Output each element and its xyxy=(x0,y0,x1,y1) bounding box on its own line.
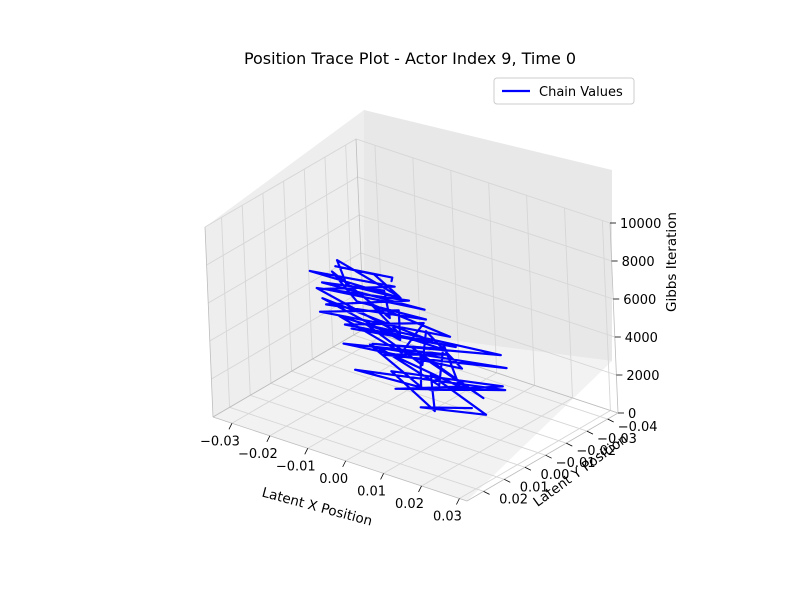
y-tick xyxy=(586,430,594,435)
x-tick-label: −0.02 xyxy=(238,447,278,462)
y-tick xyxy=(483,490,490,495)
chain-trace xyxy=(308,259,508,416)
y-tick-label: 0.02 xyxy=(499,492,528,507)
z-tick-label: 8000 xyxy=(622,255,655,270)
x-tick xyxy=(228,423,233,430)
x-tick-label: −0.01 xyxy=(276,459,316,474)
z-tick-label: 10000 xyxy=(620,217,661,232)
pane-edge xyxy=(212,328,365,418)
y-tick-label: 0.00 xyxy=(540,468,569,483)
axes-panes xyxy=(205,110,612,501)
z-axis-label: Gibbs Iteration xyxy=(664,212,680,312)
z-tick-label: 4000 xyxy=(625,331,658,346)
x-tick xyxy=(304,448,309,455)
legend-label: Chain Values xyxy=(539,85,623,100)
pane-edge xyxy=(204,226,214,418)
x-tick xyxy=(266,435,271,442)
y-tick-label: −0.02 xyxy=(576,444,616,459)
x-tick-label: 0.00 xyxy=(319,472,348,487)
y-tick xyxy=(545,454,552,459)
y-tick-label: −0.01 xyxy=(556,456,596,471)
z-tick-label: 2000 xyxy=(626,369,659,384)
y-tick-label: 0.01 xyxy=(520,480,549,495)
x-tick xyxy=(342,460,347,468)
back-pane xyxy=(364,110,612,361)
left-pane xyxy=(205,110,364,417)
x-tick xyxy=(456,498,460,505)
x-tick xyxy=(380,473,384,480)
floor-pane xyxy=(213,329,612,501)
y-tick-label: −0.03 xyxy=(597,432,637,447)
chart-title: Position Trace Plot - Actor Index 9, Tim… xyxy=(244,49,576,68)
x-tick-label: 0.03 xyxy=(433,509,462,524)
legend: Chain Values xyxy=(493,77,635,105)
y-tick xyxy=(504,478,511,483)
pane-edge xyxy=(466,412,619,502)
x-tick-label: 0.01 xyxy=(357,484,386,499)
y-tick xyxy=(607,418,614,423)
pane-edge xyxy=(363,328,619,414)
x-tick xyxy=(418,485,422,493)
y-tick xyxy=(524,466,532,471)
x-tick-label: −0.03 xyxy=(200,434,240,449)
pane-edge xyxy=(212,416,468,502)
chain-values-line xyxy=(308,259,508,416)
legend-box xyxy=(493,77,635,105)
z-tick-label: 0 xyxy=(628,407,636,422)
pane-edge xyxy=(609,222,619,414)
y-tick-label: −0.04 xyxy=(618,420,658,435)
axis-ticks: −0.03−0.02−0.010.000.010.020.03−0.04−0.0… xyxy=(200,217,661,524)
pane-edges xyxy=(204,138,619,502)
y-tick xyxy=(566,442,573,447)
z-tick-label: 6000 xyxy=(623,293,656,308)
x-tick-label: 0.02 xyxy=(395,497,424,512)
